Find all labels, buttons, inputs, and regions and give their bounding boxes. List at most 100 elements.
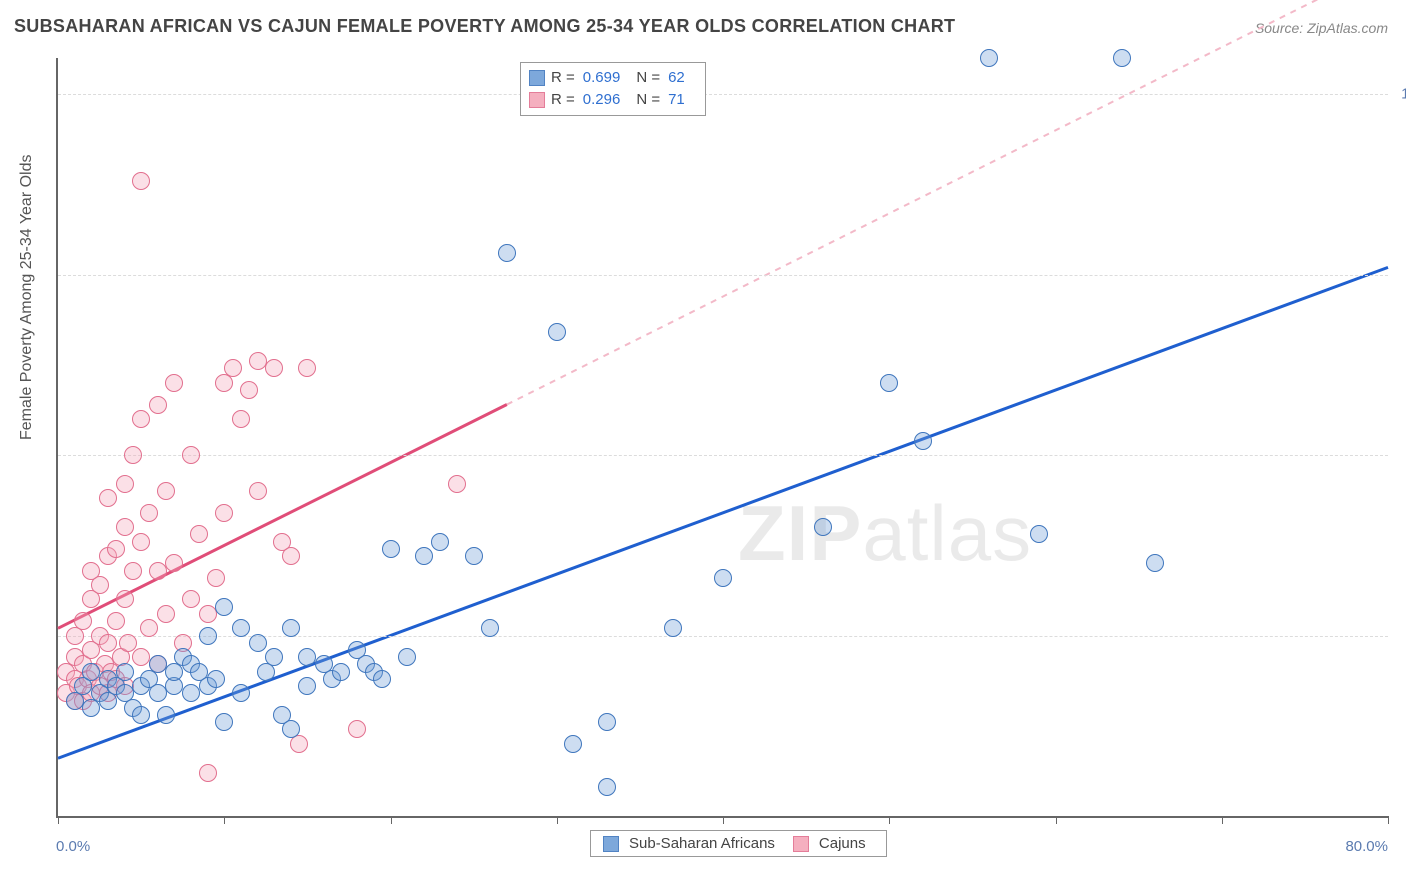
scatter-point xyxy=(282,619,300,637)
scatter-point xyxy=(298,359,316,377)
y-tick-label: 75.0% xyxy=(1396,266,1406,283)
scatter-point xyxy=(132,172,150,190)
regression-lines xyxy=(58,58,1388,816)
x-tick xyxy=(723,816,724,824)
y-axis-title: Female Poverty Among 25-34 Year Olds xyxy=(18,155,36,441)
scatter-point xyxy=(107,612,125,630)
gridline xyxy=(58,455,1388,456)
chart-title: SUBSAHARAN AFRICAN VS CAJUN FEMALE POVER… xyxy=(14,16,955,37)
x-tick xyxy=(1222,816,1223,824)
source-label: Source: ZipAtlas.com xyxy=(1255,20,1388,36)
scatter-point xyxy=(332,663,350,681)
scatter-point xyxy=(1146,554,1164,572)
scatter-point xyxy=(132,648,150,666)
scatter-point xyxy=(99,489,117,507)
scatter-point xyxy=(149,684,167,702)
scatter-point xyxy=(132,410,150,428)
scatter-point xyxy=(99,634,117,652)
scatter-point xyxy=(149,562,167,580)
scatter-point xyxy=(980,49,998,67)
scatter-point xyxy=(564,735,582,753)
scatter-point xyxy=(207,670,225,688)
stat-row-cajun: R = 0.296 N = 71 xyxy=(529,89,695,111)
N-label: N = xyxy=(636,67,660,89)
scatter-point xyxy=(91,576,109,594)
y-tick-label: 100.0% xyxy=(1396,86,1406,103)
scatter-point xyxy=(249,482,267,500)
scatter-point xyxy=(140,619,158,637)
scatter-plot: ZIPatlas 25.0%50.0%75.0%100.0% xyxy=(56,58,1388,818)
scatter-point xyxy=(465,547,483,565)
R-label: R = xyxy=(551,89,575,111)
scatter-point xyxy=(74,612,92,630)
scatter-point xyxy=(498,244,516,262)
scatter-point xyxy=(140,504,158,522)
scatter-point xyxy=(382,540,400,558)
scatter-point xyxy=(165,554,183,572)
scatter-point xyxy=(116,518,134,536)
x-axis-min-label: 0.0% xyxy=(56,838,90,855)
scatter-point xyxy=(914,432,932,450)
scatter-point xyxy=(880,374,898,392)
y-tick-label: 50.0% xyxy=(1396,447,1406,464)
swatch-cajun xyxy=(529,92,545,108)
N-label: N = xyxy=(636,89,660,111)
scatter-point xyxy=(232,684,250,702)
scatter-point xyxy=(157,482,175,500)
scatter-point xyxy=(249,352,267,370)
series-legend: Sub-Saharan Africans Cajuns xyxy=(590,830,887,857)
x-tick xyxy=(391,816,392,824)
scatter-point xyxy=(664,619,682,637)
scatter-point xyxy=(82,663,100,681)
scatter-point xyxy=(348,720,366,738)
scatter-point xyxy=(215,504,233,522)
scatter-point xyxy=(1030,525,1048,543)
scatter-point xyxy=(116,475,134,493)
scatter-point xyxy=(215,713,233,731)
stat-row-ssa: R = 0.699 N = 62 xyxy=(529,67,695,89)
scatter-point xyxy=(814,518,832,536)
regression-line xyxy=(507,0,1388,405)
series-label-ssa: Sub-Saharan Africans xyxy=(629,835,775,852)
scatter-point xyxy=(298,648,316,666)
scatter-point xyxy=(149,655,167,673)
scatter-point xyxy=(182,590,200,608)
N-value-cajun: 71 xyxy=(668,89,685,111)
gridline xyxy=(58,94,1388,95)
x-axis-max-label: 80.0% xyxy=(1345,838,1388,855)
scatter-point xyxy=(215,598,233,616)
scatter-point xyxy=(149,396,167,414)
x-tick xyxy=(1056,816,1057,824)
scatter-point xyxy=(199,605,217,623)
scatter-point xyxy=(232,410,250,428)
scatter-point xyxy=(116,590,134,608)
scatter-point xyxy=(132,533,150,551)
scatter-point xyxy=(598,778,616,796)
scatter-point xyxy=(298,677,316,695)
R-value-cajun: 0.296 xyxy=(583,89,621,111)
x-tick xyxy=(58,816,59,824)
watermark: ZIPatlas xyxy=(738,488,1032,579)
scatter-point xyxy=(398,648,416,666)
scatter-point xyxy=(232,619,250,637)
scatter-point xyxy=(265,359,283,377)
scatter-point xyxy=(190,525,208,543)
x-tick xyxy=(224,816,225,824)
scatter-point xyxy=(373,670,391,688)
swatch-ssa xyxy=(603,836,619,852)
regression-line xyxy=(58,267,1388,758)
scatter-point xyxy=(249,634,267,652)
scatter-point xyxy=(119,634,137,652)
scatter-point xyxy=(598,713,616,731)
scatter-point xyxy=(182,684,200,702)
scatter-point xyxy=(132,706,150,724)
scatter-point xyxy=(107,540,125,558)
swatch-ssa xyxy=(529,70,545,86)
scatter-point xyxy=(265,648,283,666)
scatter-point xyxy=(157,706,175,724)
x-tick xyxy=(557,816,558,824)
gridline xyxy=(58,275,1388,276)
scatter-point xyxy=(199,764,217,782)
scatter-point xyxy=(431,533,449,551)
scatter-point xyxy=(207,569,225,587)
